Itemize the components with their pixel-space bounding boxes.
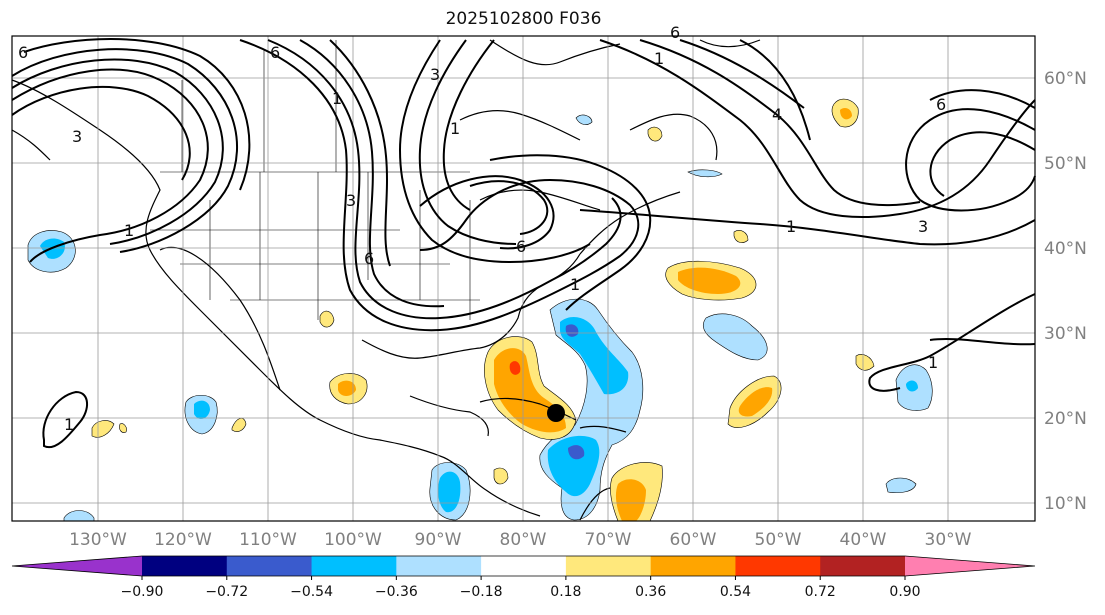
lon-label: 100°W [324,530,382,550]
colorbar-tick-label: −0.18 [460,584,503,600]
colorbar-tick-label: 0.90 [889,584,920,600]
contour-label: 1 [928,353,938,372]
lat-label: 20°N [1044,409,1087,429]
colorbar-tick-label: −0.90 [121,584,164,600]
lat-label: 50°N [1044,154,1087,174]
negative-anomaly-fields [27,114,933,522]
lat-label: 30°N [1044,324,1087,344]
colorbar-extend-low [12,556,142,576]
storm-center-marker [547,404,565,422]
contour-label: 1 [654,49,664,68]
colorbar-tick-label: −0.72 [205,584,248,600]
contour-label: 3 [72,127,82,146]
contour-label: 6 [936,95,946,114]
colorbar-segment [735,556,821,576]
lon-label: 130°W [69,530,127,550]
lat-label: 10°N [1044,494,1087,514]
contour-lines [11,38,1036,449]
colorbar-tick-label: −0.36 [375,584,418,600]
contour-label: 1 [64,415,74,434]
lon-label: 110°W [239,530,297,550]
contour-label: 6 [18,43,28,62]
contour-label: 1 [332,89,342,108]
colorbar-segment [820,556,906,576]
contour-label: 3 [430,65,440,84]
lon-label: 90°W [415,530,462,550]
colorbar-segment [311,556,397,576]
colorbar-extend-high [905,556,1035,576]
contour-label: 1 [570,275,580,294]
contour-labels: 6 1 3 6 1 3 6 1 3 6 1 6 1 4 6 1 3 1 1 [18,23,946,434]
colorbar-segment [650,556,736,576]
longitude-labels: 130°W 120°W 110°W 100°W 90°W 80°W 70°W 6… [69,530,972,550]
contour-label: 6 [516,237,526,256]
lon-label: 80°W [500,530,547,550]
lon-label: 50°W [755,530,802,550]
latitude-labels: 60°N 50°N 40°N 30°N 20°N 10°N [1044,69,1087,514]
colorbar-segment [481,556,567,576]
colorbar-segment [226,556,313,576]
colorbar-segment [565,556,652,576]
lon-label: 30°W [925,530,972,550]
colorbar-tick-label: −0.54 [290,584,333,600]
contour-label: 1 [786,217,796,236]
graticule [12,36,1035,521]
contour-label: 4 [772,105,782,124]
lon-label: 40°W [840,530,887,550]
contour-label: 6 [364,249,374,268]
map-background [12,36,1035,521]
lat-label: 40°N [1044,239,1087,259]
colorbar-segment [396,556,482,576]
colorbar: −0.90 −0.72 −0.54 −0.36 −0.18 0.18 0.36 0.54 0.7… [11,555,1036,600]
map-title: 2025102800 F036 [445,9,602,29]
colorbar-tick-label: 0.18 [550,584,581,600]
contour-label: 6 [270,43,280,62]
contour-label: 1 [450,119,460,138]
colorbar-tick-label: 0.36 [635,584,666,600]
map-frame [11,35,1036,522]
lat-label: 60°N [1044,69,1087,89]
lon-label: 70°W [585,530,632,550]
contour-label: 6 [670,23,680,42]
colorbar-tick-label: 0.54 [720,584,751,600]
lon-label: 120°W [154,530,212,550]
contour-label: 3 [918,217,928,236]
colorbar-segment [142,556,228,576]
contour-label: 1 [124,221,134,240]
lon-label: 60°W [670,530,717,550]
contour-label: 3 [346,191,356,210]
colorbar-tick-label: 0.72 [805,584,836,600]
